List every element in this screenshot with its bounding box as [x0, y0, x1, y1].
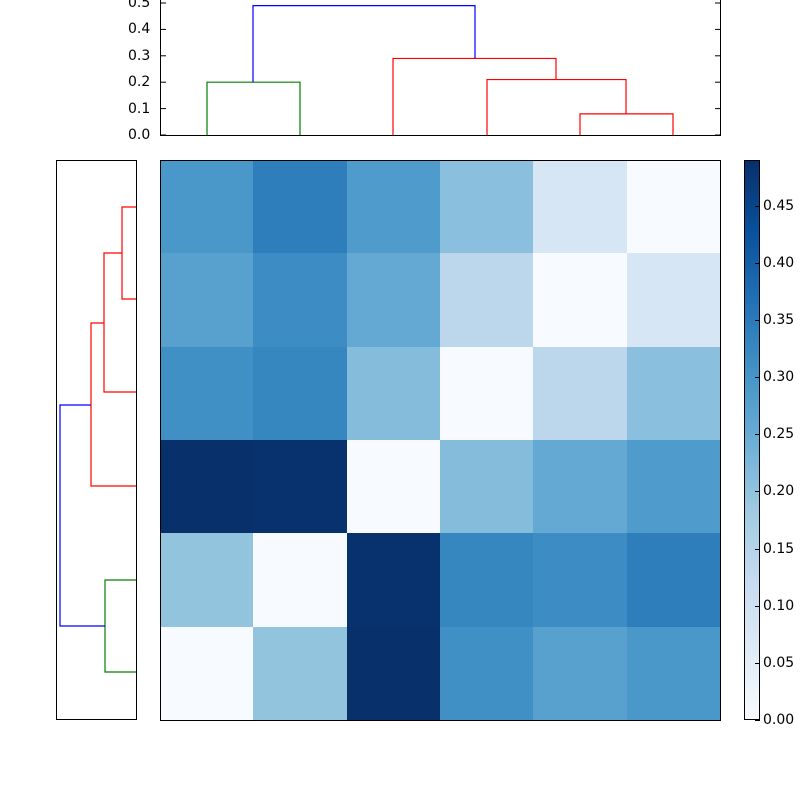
- heatmap-cell: [626, 346, 721, 441]
- heatmap-cell: [160, 626, 254, 721]
- left-dendrogram-axes: [56, 160, 137, 720]
- colorbar-tick-label: 0.40: [763, 254, 795, 271]
- heatmap-cell: [440, 533, 534, 628]
- colorbar-tick: [755, 205, 760, 207]
- heatmap-cell: [346, 160, 441, 254]
- y-tick-label: 0.4: [128, 21, 151, 38]
- heatmap-cell: [253, 533, 348, 628]
- y-tick-label: 0.0: [128, 127, 151, 143]
- heatmap-cell: [346, 346, 441, 441]
- colorbar-tick-label: 0.20: [763, 483, 795, 500]
- heatmap-cell: [253, 160, 348, 254]
- heatmap-cell: [346, 626, 441, 721]
- colorbar-tick: [755, 262, 760, 264]
- heatmap-cell: [626, 626, 721, 721]
- heatmap-cell: [160, 160, 254, 254]
- colorbar-tick: [755, 491, 760, 493]
- heatmap-cell: [626, 533, 721, 628]
- dendrogram-link: [121, 206, 136, 300]
- heatmap-cell: [253, 346, 348, 441]
- colorbar-tick-label: 0.25: [763, 426, 795, 443]
- heatmap-cell: [346, 253, 441, 348]
- dendrogram-link: [252, 5, 476, 83]
- heatmap-cell: [346, 533, 441, 628]
- colorbar-tick: [755, 605, 760, 607]
- heatmap-cell: [253, 626, 348, 721]
- heatmap-cell: [440, 346, 534, 441]
- colorbar-tick-label: 0.30: [763, 369, 795, 386]
- heatmap-cell: [440, 253, 534, 348]
- heatmap-cell: [253, 440, 348, 534]
- heatmap-cell: [533, 346, 628, 441]
- heatmap-cell: [160, 346, 254, 441]
- colorbar-tick-label: 0.15: [763, 540, 795, 557]
- colorbar-tick-label: 0.05: [763, 654, 795, 671]
- dendrogram-link: [90, 322, 136, 487]
- colorbar-tick-label: 0.10: [763, 597, 795, 614]
- heatmap-cell: [440, 440, 534, 534]
- colorbar-tick-label: 0.45: [763, 197, 795, 214]
- colorbar-tick: [755, 434, 760, 436]
- heatmap-cell: [440, 626, 534, 721]
- heatmap-cell: [533, 160, 628, 254]
- colorbar-tick: [755, 662, 760, 664]
- heatmap-cell: [533, 440, 628, 534]
- heatmap-matrix: [160, 160, 721, 721]
- colorbar-tick: [755, 548, 760, 550]
- y-tick-label: 0.5: [128, 0, 151, 11]
- heatmap-cell: [626, 440, 721, 534]
- colorbar-tick: [755, 377, 760, 379]
- colorbar-tick-label: 0.35: [763, 312, 795, 328]
- colorbar-tick-label: 0.00: [763, 712, 795, 728]
- heatmap-cell: [626, 160, 721, 254]
- heatmap-cell: [440, 160, 534, 254]
- y-tick-label: 0.3: [128, 47, 151, 64]
- heatmap-cell: [626, 253, 721, 348]
- dendrogram-link: [59, 404, 105, 627]
- heatmap-cell: [160, 533, 254, 628]
- colorbar-tick: [755, 320, 760, 321]
- colorbar: [744, 160, 760, 720]
- y-tick-label: 0.2: [128, 74, 151, 91]
- heatmap-cell: [346, 440, 441, 534]
- heatmap-cell: [533, 533, 628, 628]
- heatmap-cell: [160, 253, 254, 348]
- colorbar-tick: [755, 720, 760, 721]
- dendrogram-link: [104, 579, 136, 673]
- dendrogram-link: [103, 252, 136, 393]
- heatmap-cell: [533, 253, 628, 348]
- heatmap-frame: [160, 160, 721, 721]
- heatmap-cell: [253, 253, 348, 348]
- y-tick-label: 0.1: [128, 100, 151, 117]
- heatmap-cell: [533, 626, 628, 721]
- heatmap-cell: [160, 440, 254, 534]
